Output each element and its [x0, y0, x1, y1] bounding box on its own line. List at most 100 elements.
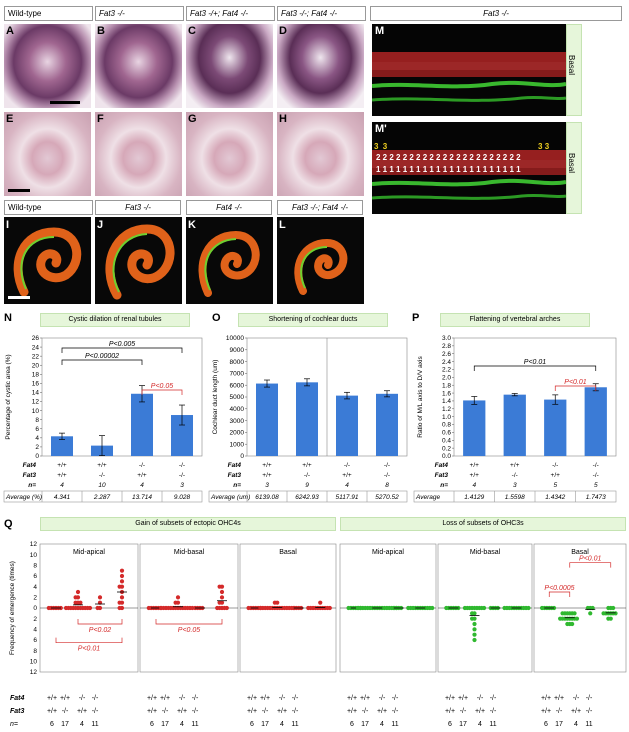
- cochlea-image-i: [4, 217, 91, 304]
- table-cell: 11: [91, 721, 98, 728]
- y-tick-label: 7000: [230, 371, 245, 378]
- table-cell: +/+: [470, 462, 480, 469]
- table-cell: 4: [472, 482, 476, 489]
- data-point: [588, 611, 593, 616]
- data-point: [87, 605, 93, 611]
- panel-label-a: A: [6, 25, 14, 37]
- significance-bracket: [473, 365, 597, 371]
- y-tick-label: 14: [32, 390, 40, 397]
- average-value: 9.028: [174, 494, 191, 501]
- y-tick-label: 2.8: [442, 343, 451, 350]
- p-value-label: P<0.05: [151, 383, 173, 390]
- row-label: Fat3: [228, 472, 242, 479]
- y-tick-label: 4: [33, 627, 37, 634]
- data-point: [318, 600, 323, 605]
- table-cell: +/+: [177, 708, 187, 715]
- scale-bar-a: [50, 101, 80, 104]
- header-fat3-fat4-2: Fat3 -/-; Fat4 -/-: [277, 200, 363, 215]
- header-fat3-fat4: Fat3 -/-; Fat4 -/-: [277, 6, 366, 21]
- header-wild-type-2: Wild-type: [4, 200, 93, 215]
- header-fat4-2: Fat4 -/-: [186, 200, 272, 215]
- y-axis-label: Ratio of M/L axis to D/V axis: [417, 356, 424, 438]
- table-cell: +/+: [147, 708, 157, 715]
- data-point: [117, 600, 122, 605]
- table-cell: -/-: [292, 695, 299, 702]
- spine-image-h: [277, 112, 364, 196]
- row-label: Fat3: [10, 708, 25, 715]
- basal-label-m-prime: Basal: [566, 122, 582, 214]
- table-cell: 11: [191, 721, 198, 728]
- y-tick-label: 3.0: [442, 335, 451, 342]
- table-cell: 6: [50, 721, 54, 728]
- table-cell: +/+: [160, 695, 170, 702]
- table-cell: +/+: [137, 472, 147, 479]
- data-point: [444, 605, 449, 611]
- average-row-box: [413, 490, 617, 503]
- y-tick-label: 16: [32, 381, 40, 388]
- table-cell: +/+: [475, 708, 485, 715]
- table-cell: -/-: [304, 472, 310, 479]
- p-value-label: P<0.00002: [85, 353, 119, 360]
- data-point: [472, 627, 477, 632]
- y-tick-label: 2: [33, 595, 37, 602]
- table-cell: +/+: [541, 695, 551, 702]
- significance-bracket: [141, 389, 183, 395]
- table-cell: 4: [478, 721, 482, 728]
- data-point: [606, 616, 611, 621]
- table-cell: -/-: [379, 695, 386, 702]
- table-cell: -/-: [586, 695, 593, 702]
- chart-p-title: Flattening of vertebral arches: [440, 313, 590, 327]
- table-cell: +/+: [260, 695, 270, 702]
- y-tick-label: 8000: [230, 359, 245, 366]
- y-tick-label: 10: [30, 552, 38, 559]
- table-cell: 8: [385, 482, 389, 489]
- table-cell: 5: [594, 482, 598, 489]
- row-3-numbers: 3 3: [374, 142, 389, 151]
- bar: [296, 382, 318, 456]
- p-value-label: P<0.05: [178, 627, 200, 634]
- table-cell: -/-: [556, 708, 563, 715]
- y-tick-label: 0.4: [442, 437, 451, 444]
- table-cell: -/-: [62, 708, 69, 715]
- data-point: [219, 589, 225, 595]
- data-point: [78, 600, 83, 605]
- basal-label-m-text: Basal: [567, 55, 576, 76]
- bar: [544, 399, 567, 456]
- y-tick-label: 20: [32, 362, 40, 369]
- panel-label-k: K: [188, 219, 196, 231]
- bar: [171, 415, 193, 456]
- y-tick-label: 12: [30, 541, 38, 548]
- y-tick-label: 0: [35, 453, 39, 460]
- table-cell: +/+: [551, 472, 561, 479]
- y-tick-label: 1.4: [442, 398, 451, 405]
- table-cell: +/+: [60, 695, 70, 702]
- data-point: [63, 605, 69, 611]
- average-value: 4.341: [54, 494, 71, 501]
- table-cell: +/+: [347, 708, 357, 715]
- table-cell: -/-: [384, 472, 390, 479]
- kidney-image-a: [4, 24, 91, 108]
- table-cell: -/-: [162, 708, 169, 715]
- table-cell: +/+: [57, 462, 67, 469]
- table-cell: +/+: [342, 472, 352, 479]
- data-point: [173, 600, 178, 605]
- table-cell: +/+: [445, 708, 455, 715]
- table-cell: -/-: [292, 708, 299, 715]
- q-title-gain: Gain of subsets of ectopic OHC4s: [40, 517, 336, 531]
- y-tick-label: 10000: [226, 335, 244, 342]
- chart-q: 12 10 8 6 4 2 0 2 4 6 8 10 12 Frequency of emergence …: [9, 541, 627, 728]
- y-tick-label: 0: [33, 605, 37, 612]
- data-point: [119, 573, 125, 579]
- subpanel-title: Mid-apical: [73, 549, 105, 556]
- significance-bracket: [569, 562, 612, 568]
- hair-cell-image-m-prime: 3 3 3 3 2 2 2 2 2 2 2 2 2 2 2 2 2 2 2 2 …: [372, 122, 566, 214]
- data-point: [224, 605, 229, 611]
- scale-bar-e: [8, 189, 30, 192]
- table-cell: 11: [489, 721, 496, 728]
- table-cell: -/-: [139, 462, 145, 469]
- table-cell: 11: [585, 721, 592, 728]
- table-cell: -/-: [179, 462, 185, 469]
- y-tick-label: 2.0: [442, 375, 451, 382]
- average-value: 13.714: [132, 494, 152, 501]
- data-point: [482, 605, 487, 611]
